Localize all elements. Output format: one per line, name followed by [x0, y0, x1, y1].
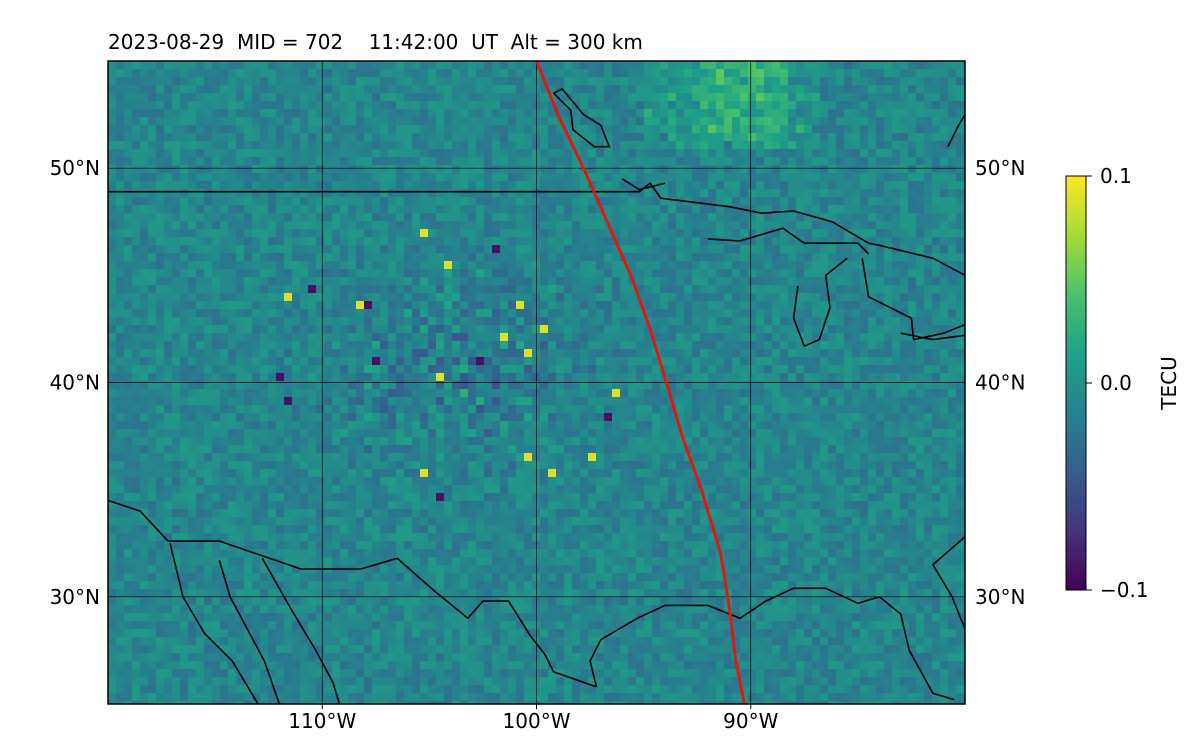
- coastline: [108, 182, 965, 277]
- coastline: [792, 257, 848, 348]
- eclipse-path-line: [535, 61, 746, 704]
- coastlines: [108, 87, 965, 704]
- latitude-ticks: 30°N 30°N 40°N 40°N 50°N 50°N: [50, 156, 1026, 609]
- figure-title: 2023-08-29 MID = 702 11:42:00 UT Alt = 3…: [108, 30, 643, 54]
- coastline: [169, 543, 259, 704]
- coastline: [261, 557, 341, 704]
- lat-tick-label-left: 50°N: [50, 156, 100, 180]
- colorbar-tick-label: −0.1: [1100, 578, 1149, 602]
- colorbar-tick-label: 0.1: [1100, 164, 1132, 188]
- map-gridlines: [108, 61, 965, 704]
- lat-tick-label-left: 40°N: [50, 371, 100, 395]
- coastline: [900, 332, 965, 341]
- coastline: [108, 499, 597, 688]
- coastline: [707, 227, 870, 255]
- colorbar-tick-label: 0.0: [1100, 371, 1132, 395]
- colorbar-gradient: [1065, 175, 1087, 591]
- longitude-ticks: 110°W 100°W 90°W: [288, 704, 779, 733]
- coastline: [589, 587, 955, 701]
- tec-map-axes: 110°W 100°W 90°W 30°N 30°N 40°N 40°N 50°N 50°N: [50, 60, 1026, 733]
- colorbar-ticks: 0.1 0.0 −0.1: [1086, 164, 1149, 602]
- coastline: [931, 536, 965, 630]
- lon-tick-label: 90°W: [723, 709, 778, 733]
- coastline: [947, 114, 965, 148]
- colorbar-label: TECU: [1157, 356, 1181, 410]
- coastline: [861, 258, 965, 341]
- coastline: [621, 178, 666, 191]
- lat-tick-label-right: 30°N: [975, 585, 1025, 609]
- lon-tick-label: 110°W: [288, 709, 356, 733]
- lat-tick-label-right: 50°N: [975, 156, 1025, 180]
- tec-heatmap: [108, 61, 965, 704]
- lon-tick-label: 100°W: [503, 709, 571, 733]
- eclipse-path-layer: [535, 61, 746, 704]
- coastline: [218, 560, 281, 704]
- lat-tick-label-left: 30°N: [50, 585, 100, 609]
- lat-tick-label-right: 40°N: [975, 371, 1025, 395]
- lake-outline: [553, 87, 611, 148]
- colorbar: 0.1 0.0 −0.1 TECU: [1065, 164, 1181, 602]
